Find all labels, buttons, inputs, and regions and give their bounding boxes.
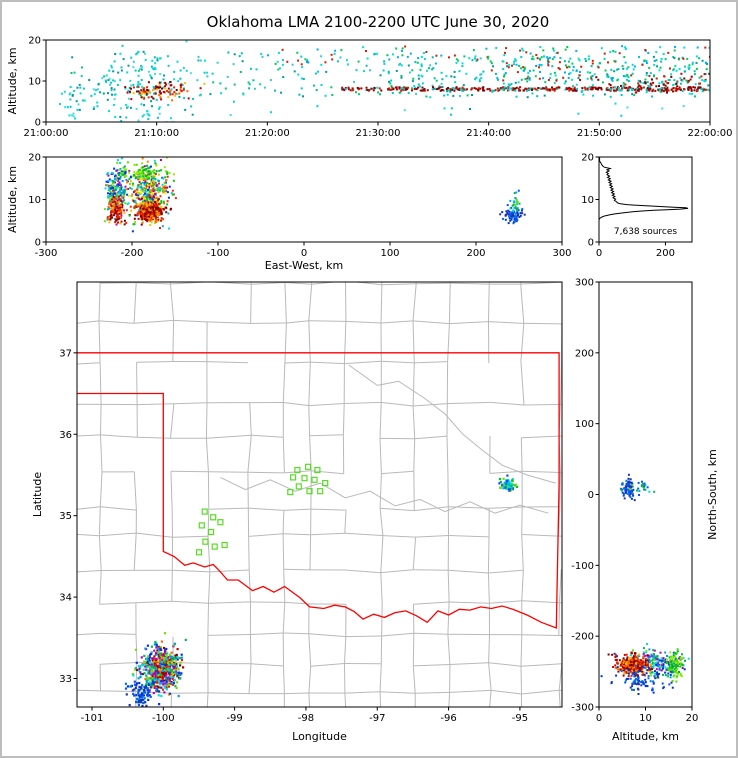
svg-text:20: 20 (686, 713, 699, 724)
svg-text:-95: -95 (512, 713, 528, 724)
panel-ns: 0 10 20 300 200 100 0 -100 -200 -300 Altitude, km N… (571, 278, 719, 744)
svg-text:20: 20 (28, 36, 41, 47)
svg-text:20: 20 (28, 153, 41, 164)
svg-text:22:00:00: 22:00:00 (688, 128, 733, 139)
svg-text:7,638 sources: 7,638 sources (614, 227, 678, 237)
svg-text:20: 20 (581, 153, 594, 164)
svg-text:33: 33 (59, 674, 72, 685)
svg-text:Altitude, km: Altitude, km (6, 166, 19, 233)
svg-text:-100: -100 (571, 561, 594, 572)
svg-text:Altitude, km: Altitude, km (6, 47, 19, 114)
svg-text:0: 0 (301, 248, 307, 259)
svg-text:300: 300 (575, 278, 594, 289)
svg-text:0: 0 (35, 118, 41, 129)
svg-text:300: 300 (552, 248, 571, 259)
svg-text:-200: -200 (121, 248, 144, 259)
svg-text:21:50:00: 21:50:00 (577, 128, 622, 139)
svg-text:East-West, km: East-West, km (265, 259, 343, 272)
svg-text:10: 10 (581, 195, 594, 206)
svg-text:36: 36 (59, 430, 72, 441)
svg-text:0: 0 (588, 490, 594, 501)
svg-text:0: 0 (596, 248, 602, 259)
svg-text:21:00:00: 21:00:00 (24, 128, 69, 139)
svg-text:-300: -300 (35, 248, 58, 259)
svg-text:Longitude: Longitude (292, 730, 347, 743)
svg-text:-96: -96 (440, 713, 456, 724)
svg-text:-97: -97 (369, 713, 385, 724)
svg-text:21:40:00: 21:40:00 (466, 128, 511, 139)
svg-text:37: 37 (59, 348, 72, 359)
panel-map: -101 -100 -99 -98 -97 -96 -95 33 34 35 36 37 Longitu… (31, 281, 563, 743)
panel-time: 21:00:00 21:10:00 21:20:00 21:30:00 21:40:00… (6, 36, 732, 140)
svg-text:100: 100 (575, 419, 594, 430)
svg-text:Altitude, km: Altitude, km (612, 730, 679, 743)
svg-text:10: 10 (28, 195, 41, 206)
svg-text:34: 34 (59, 593, 72, 604)
panel-hist: 7,638 sources 0 200 0 10 20 (581, 153, 693, 259)
svg-text:-100: -100 (207, 248, 230, 259)
svg-text:10: 10 (28, 77, 41, 88)
svg-text:21:20:00: 21:20:00 (245, 128, 290, 139)
svg-text:21:30:00: 21:30:00 (356, 128, 401, 139)
svg-text:200: 200 (466, 248, 485, 259)
svg-text:-98: -98 (298, 713, 314, 724)
svg-text:-99: -99 (226, 713, 242, 724)
svg-text:North-South, km: North-South, km (706, 449, 719, 540)
svg-text:21:10:00: 21:10:00 (134, 128, 179, 139)
svg-text:Latitude: Latitude (31, 472, 44, 518)
svg-text:-200: -200 (571, 632, 594, 643)
panel-ew: -300 -200 -100 0 100 200 300 0 10 20 East-West, km… (6, 153, 572, 273)
svg-text:0: 0 (596, 713, 602, 724)
svg-text:200: 200 (575, 348, 594, 359)
svg-text:0: 0 (588, 238, 594, 249)
svg-text:0: 0 (35, 238, 41, 249)
svg-text:-101: -101 (81, 713, 104, 724)
svg-text:200: 200 (656, 248, 675, 259)
svg-text:-300: -300 (571, 703, 594, 714)
svg-text:10: 10 (639, 713, 652, 724)
chart-title: Oklahoma LMA 2100-2200 UTC June 30, 2020 (206, 13, 550, 31)
svg-text:35: 35 (59, 511, 72, 522)
svg-text:100: 100 (380, 248, 399, 259)
svg-text:-100: -100 (152, 713, 175, 724)
